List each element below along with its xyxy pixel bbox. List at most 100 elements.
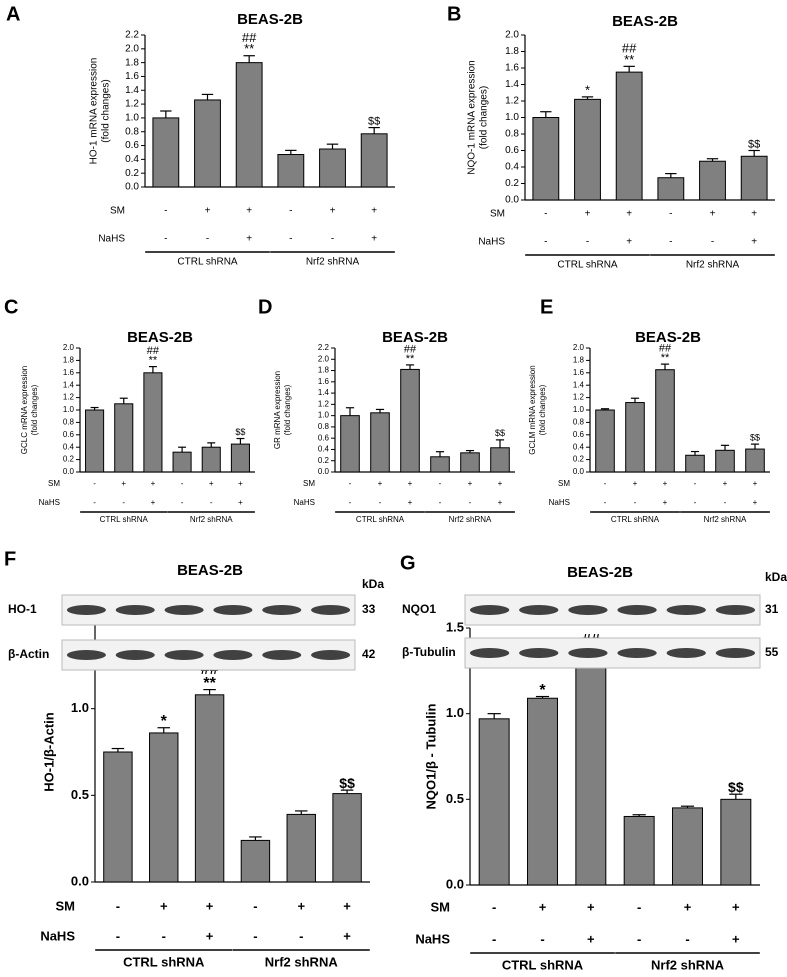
y-tick-label: 1.0	[505, 112, 519, 123]
panel: FBEAS-2B0.00.51.01.5HO-1/β-Actin*##**$$S…	[4, 548, 384, 969]
treatment-sign: +	[587, 931, 595, 946]
blot-kda: 42	[362, 647, 376, 661]
y-tick-label: 0.5	[446, 791, 464, 806]
y-tick-label: 2.0	[125, 43, 139, 54]
row-label: NaHS	[415, 931, 450, 946]
treatment-sign: -	[164, 206, 167, 217]
treatment-sign: +	[371, 206, 377, 217]
blot-kda: 33	[362, 602, 376, 616]
bar	[478, 718, 510, 886]
y-tick-label: 1.8	[318, 366, 330, 375]
y-tick-label: 0.6	[505, 145, 519, 156]
treatment-sign: +	[585, 209, 591, 220]
y-tick-label: 1.4	[318, 388, 330, 397]
bar	[340, 415, 360, 473]
y-axis-label: NQO1/β - Tubulin	[423, 703, 438, 809]
chart-title: BEAS-2B	[612, 13, 678, 30]
group-label: Nrf2 shRNA	[704, 515, 747, 524]
treatment-sign: -	[492, 899, 496, 914]
bar	[332, 793, 362, 883]
y-axis-label: (fold changes)	[30, 384, 39, 435]
significance-mark: **	[624, 52, 634, 67]
blot-panel	[464, 637, 761, 669]
chart-title: BEAS-2B	[567, 564, 633, 581]
blot-band	[715, 605, 756, 615]
row-label: SM	[48, 479, 60, 488]
y-tick-label: 0.8	[573, 418, 585, 427]
y-tick-label: 1.0	[318, 411, 330, 420]
row-label: NaHS	[549, 498, 570, 507]
significance-mark: **	[406, 353, 415, 365]
group-label: Nrf2 shRNA	[190, 515, 233, 524]
bar	[685, 454, 705, 473]
treatment-sign: +	[151, 479, 156, 488]
treatment-sign: +	[663, 479, 668, 488]
row-label: SM	[490, 209, 505, 220]
group-label: CTRL shRNA	[502, 957, 584, 972]
panel: C BEAS-2B 0.0 0.2 0.4 0.6 0.8 1.0 1.2 1.4 1.6 1.8 2.…	[4, 296, 255, 524]
treatment-sign: +	[723, 479, 728, 488]
y-tick-label: 1.2	[63, 393, 75, 402]
bar	[319, 148, 346, 188]
y-tick-label: 1.4	[63, 380, 75, 389]
treatment-sign: +	[297, 898, 305, 913]
treatment-sign: +	[209, 479, 214, 488]
y-tick-label: 1.6	[125, 71, 139, 82]
y-tick-label: 0.0	[71, 873, 89, 888]
y-tick-label: 1.0	[63, 405, 75, 414]
y-tick-label: 1.0	[125, 113, 139, 124]
y-tick-label: 0.4	[318, 445, 330, 454]
significance-mark: *	[161, 713, 168, 730]
treatment-sign: -	[669, 237, 672, 248]
y-axis-label: (fold changes)	[101, 79, 112, 142]
y-tick-label: 0.0	[505, 195, 519, 206]
treatment-sign: +	[206, 928, 214, 943]
panel-letter: G	[400, 552, 416, 574]
bar	[575, 666, 607, 886]
row-label: SM	[303, 479, 315, 488]
treatment-sign: +	[238, 479, 243, 488]
y-axis-label: HO-1 mRNA expression	[89, 58, 100, 165]
treatment-sign: -	[349, 479, 352, 488]
significance-mark: ##	[622, 41, 637, 56]
treatment-sign: +	[751, 237, 757, 248]
y-tick-label: 1.2	[318, 399, 330, 408]
y-tick-label: 1.6	[505, 63, 519, 74]
treatment-sign: -	[253, 898, 257, 913]
y-tick-label: 1.2	[125, 99, 139, 110]
blot-label: NQO1	[402, 602, 436, 616]
y-tick-label: 2.2	[318, 343, 330, 352]
blot-band	[262, 650, 302, 660]
row-label: NaHS	[478, 237, 505, 248]
treatment-sign: +	[408, 479, 413, 488]
blot-band	[666, 605, 706, 615]
panel: E BEAS-2B 0.0 0.2 0.4 0.6 0.8 1.0 1.2 1.4 1.6 1.8 2.…	[528, 296, 770, 524]
bar	[490, 447, 510, 473]
treatment-sign: -	[544, 209, 547, 220]
y-tick-label: 0.2	[573, 455, 585, 464]
y-tick-label: 0.0	[573, 467, 585, 476]
bar	[360, 133, 388, 188]
treatment-sign: +	[684, 899, 692, 914]
blot-unit: kDa	[765, 570, 787, 584]
y-axis-label: (fold changes)	[538, 384, 547, 435]
y-axis-label: GCLC mRNA expression	[20, 366, 29, 454]
group-label: Nrf2 shRNA	[686, 260, 740, 271]
treatment-sign: -	[694, 498, 697, 507]
bar	[527, 697, 558, 886]
treatment-sign: +	[121, 479, 126, 488]
blot-band	[568, 605, 608, 615]
y-tick-label: 0.8	[505, 129, 519, 140]
y-tick-label: 0.5	[71, 787, 89, 802]
treatment-sign: -	[694, 479, 697, 488]
blot-band	[715, 648, 756, 658]
treatment-sign: -	[469, 498, 472, 507]
y-tick-label: 2.2	[125, 30, 139, 41]
treatment-sign: -	[93, 498, 96, 507]
treatment-sign: +	[626, 237, 632, 248]
treatment-sign: +	[246, 206, 252, 217]
group-label: Nrf2 shRNA	[306, 257, 360, 268]
treatment-sign: -	[162, 928, 166, 943]
panel-letter: B	[447, 3, 461, 25]
